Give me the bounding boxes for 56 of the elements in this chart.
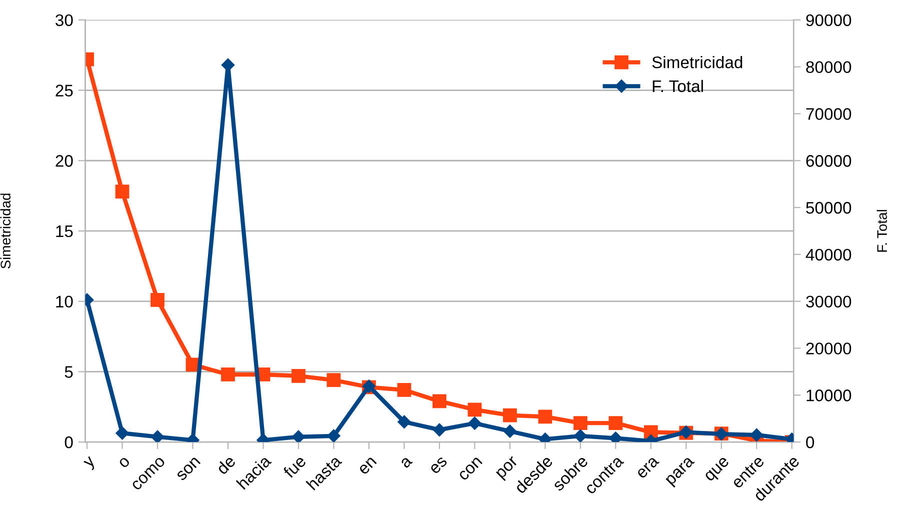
y-tick-label: 25 (56, 84, 73, 96)
point (538, 410, 552, 424)
point (574, 429, 587, 442)
point (468, 416, 482, 430)
y2-tick-label: 10000 (806, 390, 852, 402)
y2-tick-label: 40000 (806, 248, 852, 261)
y-tick-label: 10 (56, 296, 73, 308)
point (292, 430, 306, 442)
y2-tick-label: 0 (806, 436, 814, 448)
point (116, 426, 129, 440)
x-tick-label: y (83, 456, 98, 471)
point (573, 416, 588, 430)
point (502, 408, 517, 422)
point (115, 184, 130, 199)
x-tick-label: a (400, 456, 413, 469)
x-tick-label: era (636, 456, 660, 480)
point (397, 383, 412, 397)
legend-label: F. Total (652, 80, 703, 92)
x-tick-label: fue (282, 454, 307, 479)
point (292, 368, 306, 383)
x-tick-label: que (704, 456, 732, 484)
y2-tick-label: 90000 (806, 14, 852, 26)
x-tick-label: en (358, 456, 377, 476)
y2-tick-label: 30000 (806, 296, 852, 308)
x-tick-label: con (458, 456, 483, 481)
y-tick-label: 5 (64, 366, 73, 378)
y2-tick-label: 50000 (806, 202, 852, 214)
y-axis-title: Simetricidad (0, 194, 11, 269)
legend-label: Simetricidad (652, 56, 742, 68)
y2-axis-title: F. Total (876, 210, 887, 252)
y-tick-label: 0 (64, 436, 73, 448)
point (609, 432, 622, 442)
x-tick-label: de (215, 454, 236, 476)
x-tick-label: es (430, 456, 448, 474)
point (432, 423, 446, 436)
y-tick-label: 15 (56, 226, 73, 238)
x-tick-label: son (176, 456, 201, 482)
point (150, 430, 164, 442)
y2-tick-label: 70000 (806, 108, 852, 120)
point (221, 368, 235, 382)
point (432, 394, 446, 408)
point (608, 416, 623, 430)
point (150, 292, 164, 307)
y-tick-label: 30 (56, 14, 73, 26)
point (468, 402, 482, 417)
x-tick-label: o (118, 456, 130, 469)
point (327, 429, 340, 442)
point (398, 415, 411, 428)
x-tick-label: por (496, 456, 521, 482)
y-tick-label: 20 (56, 155, 73, 167)
y2-tick-label: 60000 (806, 155, 852, 167)
point (503, 424, 517, 438)
y2-tick-label: 80000 (806, 61, 852, 74)
point (750, 428, 764, 442)
point (326, 373, 341, 388)
y2-tick-label: 20000 (806, 342, 852, 354)
